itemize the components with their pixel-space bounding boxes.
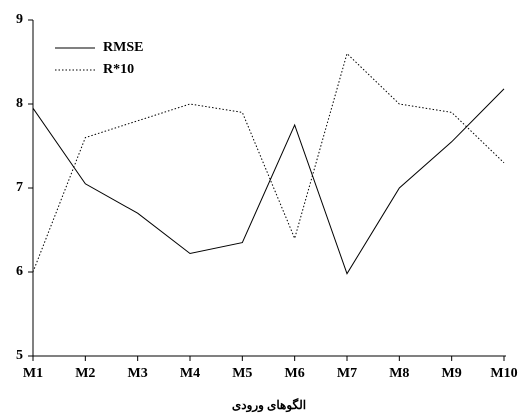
line [32, 52, 505, 273]
y-tick-label: 6 [16, 264, 23, 279]
x-tick-label: M1 [23, 366, 43, 381]
y-tick-label: 5 [16, 348, 23, 363]
legend-label: R*10 [103, 62, 134, 77]
x-tick-label: M10 [490, 366, 517, 381]
y-tick-label: 9 [16, 12, 23, 27]
x-tick-label: M7 [337, 366, 357, 381]
x-tick-label: M9 [442, 366, 462, 381]
x-tick-label: M8 [389, 366, 409, 381]
legend-label: RMSE [103, 40, 143, 55]
x-axis-label: الگوهای ورودی [232, 397, 306, 413]
x-tick-label: M2 [75, 366, 95, 381]
x-tick-label: M4 [180, 366, 200, 381]
x-tick-label: M3 [128, 366, 148, 381]
y-tick-label: 7 [16, 180, 23, 195]
x-tick-label: M6 [285, 366, 305, 381]
line [32, 88, 505, 275]
y-tick-label: 8 [16, 96, 23, 111]
x-tick-label: M5 [232, 366, 252, 381]
